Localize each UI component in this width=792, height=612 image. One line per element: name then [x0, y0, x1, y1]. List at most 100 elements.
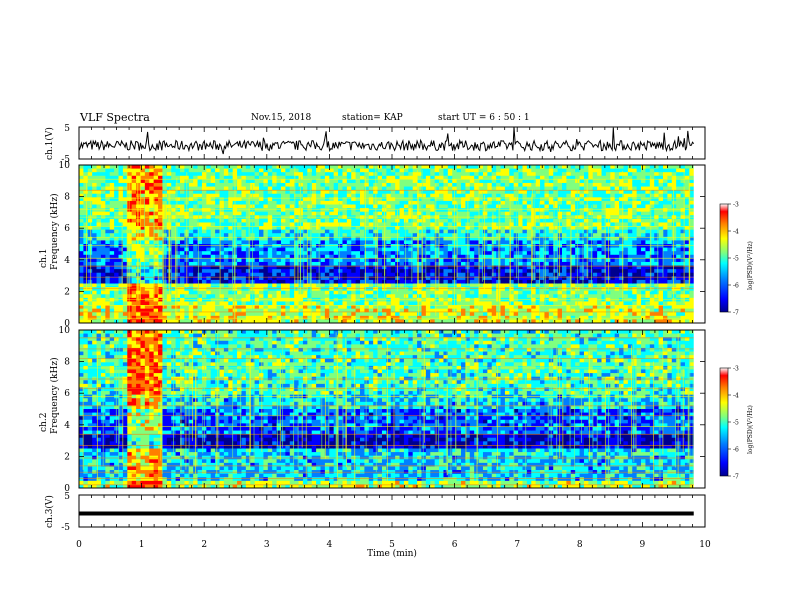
- spectrogram-cell: [179, 240, 185, 245]
- spectrogram-cell: [544, 172, 550, 177]
- spectrogram-cell: [175, 301, 181, 306]
- spectrogram-cell: [355, 254, 361, 259]
- spectrogram-cell: [153, 287, 159, 292]
- spectrogram-cell: [469, 294, 475, 299]
- spectrogram-cell: [408, 258, 414, 263]
- spectrogram-cell: [425, 254, 431, 259]
- spectrogram-cell: [289, 283, 295, 288]
- spectrogram-cell: [259, 186, 264, 191]
- spectrogram-cell: [307, 244, 313, 248]
- spectrogram-cell: [223, 229, 229, 234]
- spectrogram-cell: [140, 175, 146, 180]
- spectrogram-cell: [342, 319, 348, 324]
- spectrogram-cell: [377, 193, 383, 198]
- spectrogram-cell: [122, 193, 128, 198]
- spectrogram-cell: [223, 211, 229, 216]
- spectrogram-cell: [342, 261, 348, 266]
- spectrogram-cell: [355, 193, 361, 198]
- spectrogram-cell: [399, 287, 405, 292]
- spectrogram-cell: [144, 283, 150, 288]
- spectrogram-cell: [316, 272, 321, 277]
- spectrogram-cell: [368, 233, 374, 238]
- spectrogram-cell: [307, 287, 313, 292]
- spectrogram-cell: [184, 168, 190, 173]
- spectrogram-cell: [96, 186, 102, 191]
- spectrogram-cell: [346, 265, 352, 270]
- spectrogram-cell: [158, 211, 163, 216]
- spectrogram-cell: [439, 287, 444, 292]
- spectrogram-cell: [417, 247, 422, 252]
- spectrogram-cell: [333, 315, 339, 320]
- spectrogram-cell: [403, 204, 409, 209]
- spectrogram-cell: [136, 315, 141, 320]
- spectrogram-cell: [210, 218, 216, 223]
- spectrogram-cell: [153, 283, 159, 288]
- spectrogram-cell: [430, 312, 436, 317]
- spectrogram-cell: [316, 172, 321, 177]
- spectrogram-cell: [482, 172, 488, 177]
- spectrogram-cell: [333, 208, 339, 213]
- spectrogram-cell: [434, 218, 440, 223]
- spectrogram-cell: [333, 319, 339, 324]
- spectrogram-cell: [228, 233, 234, 238]
- spectrogram-cell: [443, 315, 449, 320]
- spectrogram-cell: [403, 190, 409, 195]
- spectrogram-cell: [360, 168, 365, 173]
- spectrogram-cell: [320, 308, 326, 313]
- spectrogram-cell: [491, 279, 497, 284]
- spectrogram-cell: [79, 308, 84, 313]
- spectrogram-cell: [518, 190, 523, 195]
- spectrogram-cell: [153, 168, 159, 173]
- spectrogram-cell: [491, 301, 497, 306]
- spectrogram-cell: [179, 294, 185, 299]
- spectrogram-cell: [487, 175, 493, 180]
- spectrogram-cell: [289, 204, 295, 209]
- spectrogram-cell: [201, 208, 207, 213]
- spectrogram-cell: [500, 200, 506, 205]
- spectrogram-cell: [390, 279, 396, 284]
- spectrogram-cell: [399, 301, 405, 306]
- spectrogram-cell: [342, 258, 348, 263]
- spectrogram-cell: [324, 200, 330, 205]
- spectrogram-cell: [439, 319, 444, 324]
- spectrogram-cell: [452, 172, 458, 177]
- spectrogram-cell: [179, 190, 185, 195]
- spectrogram-cell: [92, 193, 97, 198]
- spectrogram-cell: [377, 312, 383, 317]
- spectrogram-cell: [127, 305, 133, 310]
- spectrogram-cell: [324, 265, 330, 270]
- spectrogram-cell: [482, 211, 488, 216]
- spectrogram-cell: [228, 276, 234, 281]
- spectrogram-cell: [544, 294, 550, 299]
- spectrogram-cell: [412, 319, 418, 324]
- spectrogram-cell: [289, 251, 295, 256]
- spectrogram-cell: [188, 222, 194, 227]
- spectrogram-cell: [456, 287, 462, 292]
- spectrogram-cell: [351, 222, 357, 227]
- spectrogram-cell: [263, 233, 269, 238]
- spectrogram-cell: [522, 312, 528, 317]
- spectrogram-cell: [421, 254, 427, 259]
- spectrogram-cell: [434, 229, 440, 234]
- spectrogram-cell: [368, 290, 374, 295]
- spectrogram-cell: [513, 301, 519, 306]
- spectrogram-cell: [368, 222, 374, 227]
- spectrogram-cell: [289, 269, 295, 274]
- spectrogram-cell: [469, 218, 475, 223]
- spectrogram-cell: [421, 204, 427, 209]
- spectrogram-cell: [175, 276, 181, 281]
- spectrogram-cell: [518, 261, 523, 266]
- spectrogram-cell: [368, 236, 374, 241]
- spectrogram-cell: [333, 305, 339, 310]
- spectrogram-cell: [548, 204, 554, 209]
- spectrogram-cell: [513, 258, 519, 263]
- spectrogram-cell: [105, 269, 111, 274]
- spectrogram-cell: [447, 165, 453, 169]
- spectrogram-cell: [447, 294, 453, 299]
- spectrogram-cell: [83, 261, 89, 266]
- spectrogram-cell: [92, 186, 97, 191]
- spectrogram-cell: [461, 208, 466, 213]
- spectrogram-cell: [333, 233, 339, 238]
- spectrogram-cell: [355, 218, 361, 223]
- spectrogram-cell: [92, 179, 97, 184]
